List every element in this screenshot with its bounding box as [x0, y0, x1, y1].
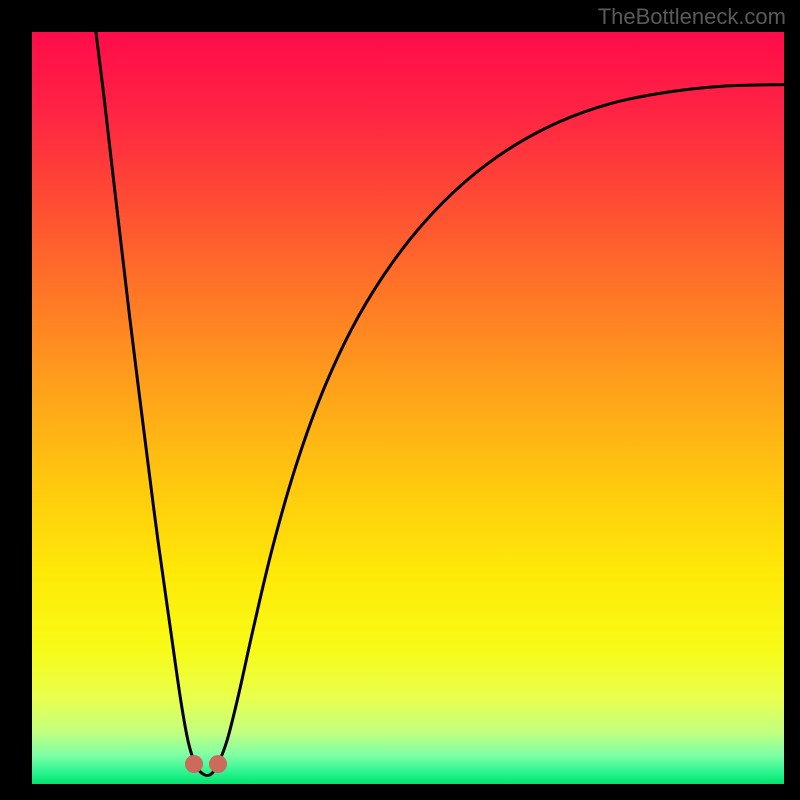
- plot-area: [32, 32, 784, 784]
- bottleneck-curve: [32, 32, 784, 784]
- valley-marker-1: [185, 755, 203, 773]
- watermark-label: TheBottleneck.com: [598, 6, 786, 28]
- valley-marker-2: [209, 755, 227, 773]
- chart-root: TheBottleneck.com: [0, 0, 800, 800]
